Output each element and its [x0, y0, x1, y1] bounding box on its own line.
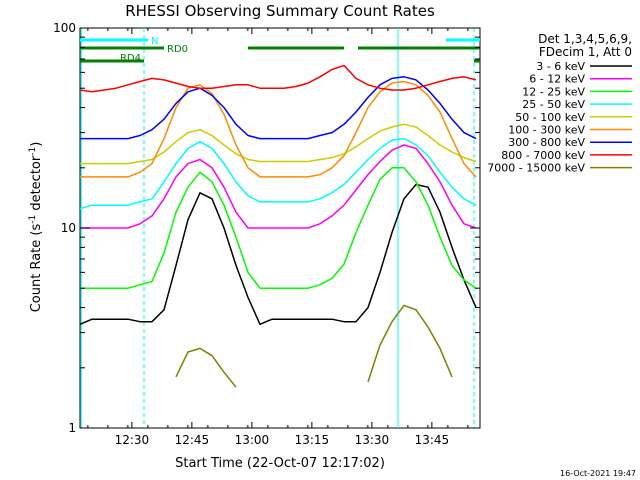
legend-label: 50 - 100 keV [515, 111, 585, 124]
series-line-300-800-kev [80, 76, 477, 140]
legend-label: 6 - 12 keV [529, 73, 585, 86]
x-tick-label: 13:15 [295, 433, 330, 447]
y-axis-label: Count Rate (s-1 detector-1) [28, 142, 44, 313]
legend-label: 800 - 7000 keV [501, 149, 585, 162]
y-axis-label-sup2: -1 [28, 147, 38, 156]
y-axis-label-part2: detector [29, 155, 44, 215]
chart-title: RHESSI Observing Summary Count Rates [125, 2, 435, 20]
y-tick-label: 10 [61, 221, 76, 235]
series-line-3-6-kev [79, 183, 477, 326]
x-axis-label: Start Time (22-Oct-07 12:17:02) [175, 456, 385, 471]
x-tick-label: 12:30 [115, 433, 150, 447]
series-line-7000-15000-kev [175, 347, 237, 388]
y-axis-label-sup1: -1 [28, 215, 38, 224]
rd4-state-label: RD4 [120, 53, 141, 64]
y-tick-label: 100 [53, 21, 76, 35]
legend-label: 25 - 50 keV [522, 98, 585, 111]
legend-label: 12 - 25 keV [522, 85, 585, 98]
x-tick-label: 13:00 [235, 433, 270, 447]
plot-area: N RD0 RD4 12:30 12:45 13:00 13:15 13:30 13:45 1 10… [53, 21, 481, 447]
series-line-25-50-kev [79, 137, 477, 210]
legend-label: 7000 - 15000 keV [487, 162, 585, 175]
legend-label: 3 - 6 keV [536, 60, 585, 73]
legend-label: 300 - 800 keV [508, 136, 585, 149]
y-axis-label-part3: ) [29, 142, 44, 147]
series-line-50-100-kev [80, 123, 477, 165]
x-tick-label: 13:30 [355, 433, 390, 447]
series-line-12-25-kev [80, 167, 477, 289]
x-tick-label: 12:45 [175, 433, 210, 447]
series-line-6-12-kev [80, 144, 477, 229]
y-tick-label: 1 [68, 421, 76, 435]
legend-header-line2: FDecim 1, Att 0 [539, 45, 632, 59]
y-axis-label-part1: Count Rate (s [29, 224, 44, 313]
n-state-label: N [151, 36, 158, 47]
series-line-800-7000-kev [79, 64, 477, 93]
x-tick-label: 13:45 [415, 433, 450, 447]
timestamp-label: 16-Oct-2021 19:47 [560, 469, 636, 478]
rd0-state-label: RD0 [167, 44, 188, 55]
series-line-7000-15000-kev [367, 304, 453, 383]
legend-header-line1: Det 1,3,4,5,6,9, [538, 32, 632, 46]
legend-label: 100 - 300 keV [508, 124, 585, 137]
series-line-100-300-kev [80, 80, 477, 178]
